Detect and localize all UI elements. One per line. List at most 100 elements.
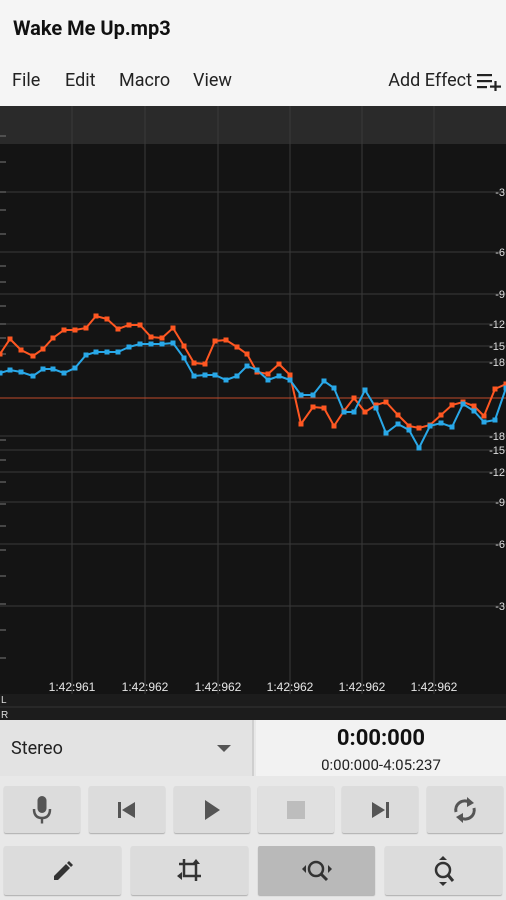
skip-end-button[interactable] <box>342 786 418 833</box>
right-channel-sample <box>362 387 368 393</box>
left-channel-sample <box>50 335 56 341</box>
crop-tool-button[interactable] <box>131 846 248 895</box>
time-label: 1:42:962 <box>339 680 386 694</box>
right-channel-sample <box>115 349 121 355</box>
right-channel-sample <box>254 367 260 373</box>
left-channel-sample <box>373 402 379 408</box>
channel-select-value: Stereo <box>11 738 63 759</box>
right-channel-sample <box>181 355 187 361</box>
right-channel-sample <box>83 352 89 358</box>
add-effect-label: Add Effect <box>388 70 472 91</box>
right-channel-sample <box>50 366 56 372</box>
left-channel-sample <box>383 399 389 405</box>
menu-view[interactable]: View <box>193 70 232 91</box>
db-label: -12 <box>489 467 505 479</box>
right-channel-sample <box>321 378 327 384</box>
menu-bar: File Edit Macro View Add Effect <box>0 58 506 106</box>
right-channel-sample <box>460 401 466 407</box>
menu-macro[interactable]: Macro <box>119 70 171 91</box>
right-channel-sample <box>331 385 337 391</box>
stop-icon <box>287 800 305 819</box>
left-channel-sample <box>321 405 327 411</box>
right-channel-sample <box>104 349 110 355</box>
left-channel-sample <box>244 351 250 357</box>
right-channel-sample <box>18 369 24 375</box>
right-channel-sample <box>30 373 36 379</box>
right-channel-sample <box>438 420 444 426</box>
channel-select[interactable]: Stereo <box>0 720 254 776</box>
right-channel-sample <box>244 363 250 369</box>
record-button[interactable] <box>4 786 80 833</box>
db-label: -6 <box>495 247 505 259</box>
left-channel-sample <box>362 409 368 415</box>
left-channel-sample <box>61 327 67 333</box>
right-channel-sample <box>427 423 433 429</box>
left-channel-sample <box>40 346 46 352</box>
pencil-tool-button[interactable] <box>4 846 121 895</box>
left-channel-sample <box>298 421 304 427</box>
db-label: -9 <box>495 289 505 301</box>
left-channel-sample <box>115 326 121 332</box>
pencil-icon <box>53 860 73 880</box>
left-channel-sample <box>104 316 110 322</box>
menu-file[interactable]: File <box>12 70 41 91</box>
stop-button[interactable] <box>258 786 334 833</box>
left-channel-sample <box>234 344 240 350</box>
left-channel-sample <box>492 386 498 392</box>
crop-icon <box>176 858 201 881</box>
svg-text:L: L <box>1 695 7 706</box>
right-channel-sample <box>72 365 78 371</box>
left-channel-sample <box>416 425 422 431</box>
right-channel-sample <box>202 372 208 378</box>
db-label: -18 <box>489 357 505 369</box>
microphone-icon <box>32 795 52 823</box>
waveform-view[interactable]: -3 -6 -9 -12 -15 -18 -18 -15 -12 -9 -6 -3 1:42:961 1… <box>0 106 506 720</box>
title-bar: Wake Me Up.mp3 <box>0 0 506 58</box>
right-channel-sample <box>93 349 99 355</box>
left-channel-sample <box>30 353 36 359</box>
loop-button[interactable] <box>427 786 503 833</box>
menu-edit[interactable]: Edit <box>65 70 96 91</box>
right-channel-sample <box>170 340 176 346</box>
skip-previous-icon <box>118 801 135 818</box>
skip-start-button[interactable] <box>89 786 165 833</box>
file-title: Wake Me Up.mp3 <box>13 16 171 40</box>
repeat-icon <box>454 796 476 823</box>
left-channel-sample <box>331 423 337 429</box>
right-channel-sample <box>40 366 46 372</box>
db-label: -18 <box>489 431 505 443</box>
left-channel-sample <box>93 313 99 319</box>
play-button[interactable] <box>174 786 250 833</box>
time-display: 0:00:000 0:00:000-4:05:237 <box>256 720 506 776</box>
db-label: -3 <box>495 601 505 613</box>
db-label: -9 <box>495 497 505 509</box>
right-channel-sample <box>265 377 271 383</box>
left-channel-sample <box>438 412 444 418</box>
right-channel-sample <box>373 405 379 411</box>
right-channel-sample <box>7 367 13 373</box>
left-channel-sample <box>18 347 24 353</box>
left-channel-sample <box>159 335 165 341</box>
svg-text:R: R <box>1 710 8 720</box>
zoom-horizontal-button[interactable] <box>258 846 375 895</box>
add-effect-button[interactable]: Add Effect <box>388 70 502 91</box>
left-channel-sample <box>212 338 218 344</box>
left-channel-sample <box>83 325 89 331</box>
right-channel-sample <box>492 417 498 423</box>
left-channel-sample <box>351 395 357 401</box>
right-channel-sample <box>383 430 389 436</box>
right-channel-sample <box>287 377 293 383</box>
db-label: -3 <box>495 187 505 199</box>
current-time: 0:00:000 <box>336 726 426 751</box>
db-label: -12 <box>489 319 505 331</box>
zoom-vertical-button[interactable] <box>385 846 502 895</box>
play-icon <box>205 799 220 820</box>
zoom-vertical-icon <box>434 855 454 886</box>
left-channel-sample <box>287 372 293 378</box>
right-channel-sample <box>341 409 347 415</box>
right-channel-sample <box>191 373 197 379</box>
left-channel-sample <box>126 322 132 328</box>
right-channel-sample <box>503 385 506 391</box>
left-channel-sample <box>7 336 13 342</box>
right-channel-sample <box>137 341 143 347</box>
